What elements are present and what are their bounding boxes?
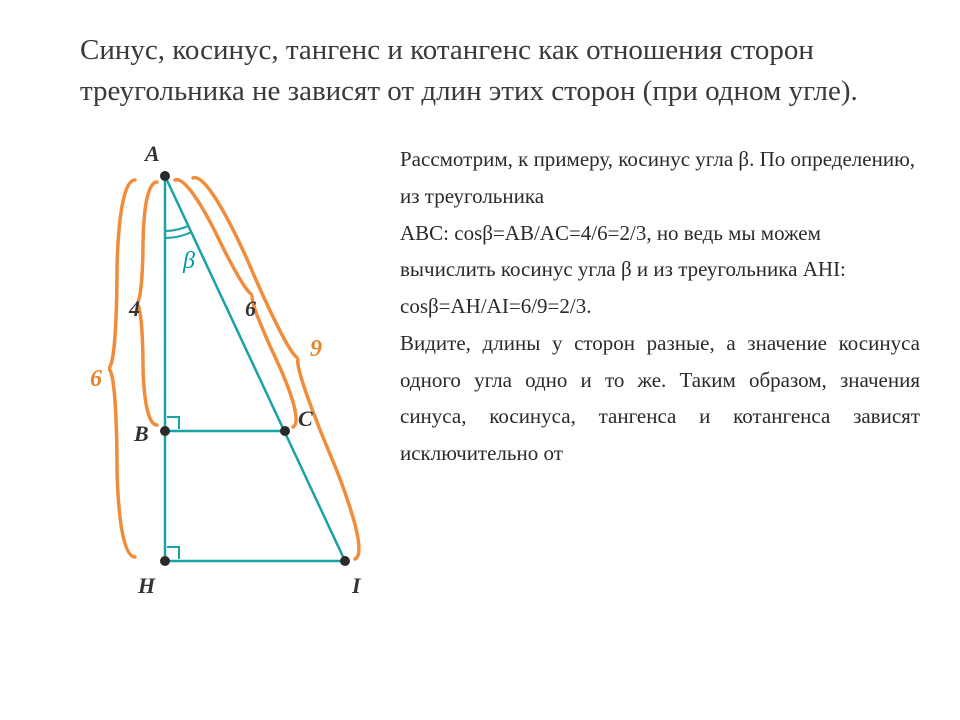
geometry-diagram: A B C H I 4 6 6 9 β (30, 131, 390, 631)
diagram-svg: A B C H I 4 6 6 9 β (30, 131, 390, 631)
svg-text:B: B (133, 421, 149, 446)
svg-text:A: A (143, 141, 160, 166)
page-title: Синус, косинус, тангенс и котангенс как … (0, 0, 960, 121)
paragraph-3: Видите, длины у сторон разные, а значени… (400, 325, 920, 472)
svg-text:6: 6 (90, 366, 102, 392)
content-area: A B C H I 4 6 6 9 β Рассмотрим, к примеру, косину… (0, 121, 960, 631)
svg-text:4: 4 (128, 296, 140, 321)
svg-text:9: 9 (310, 336, 322, 362)
paragraph-1: Рассмотрим, к примеру, косинус угла β. П… (400, 141, 920, 215)
svg-text:β: β (182, 248, 195, 274)
svg-text:C: C (298, 406, 313, 431)
explanation-text: Рассмотрим, к примеру, косинус угла β. П… (390, 131, 920, 631)
svg-text:6: 6 (245, 296, 256, 321)
svg-text:I: I (351, 573, 362, 598)
svg-text:H: H (137, 573, 156, 598)
paragraph-2: ABC: cosβ=AB/AC=4/6=2/3, но ведь мы може… (400, 215, 920, 325)
